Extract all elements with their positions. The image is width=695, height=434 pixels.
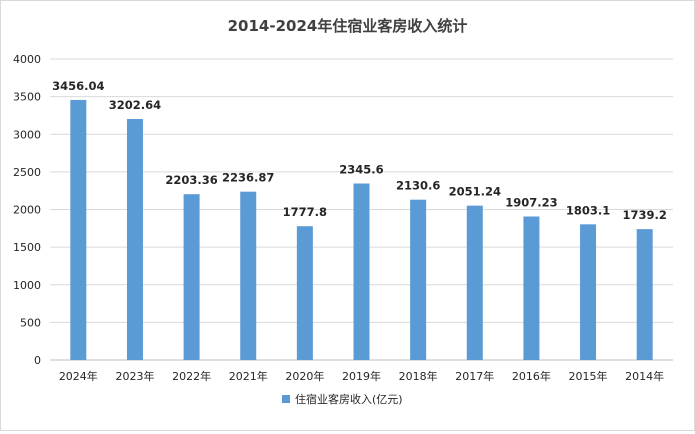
bar <box>183 194 200 360</box>
x-axis-ticks: 2024年 2023年 2022年 2021年 2020年 2019年 2018年 2017年… <box>59 369 664 383</box>
data-labels: 3456.04 3202.64 2203.36 2236.87 1777.8 2345.6… <box>52 79 667 222</box>
legend-label: 住宿业客房收入(亿元) <box>295 392 403 406</box>
x-tick-label: 2020年 <box>285 369 324 383</box>
legend-swatch <box>282 395 290 403</box>
data-label: 1907.23 <box>505 195 557 209</box>
data-label: 1803.1 <box>566 203 610 217</box>
y-tick-label: 3000 <box>13 128 41 141</box>
bars <box>70 99 653 361</box>
x-tick-label: 2021年 <box>229 369 268 383</box>
y-tick-label: 0 <box>34 354 41 367</box>
y-tick-label: 500 <box>20 316 41 329</box>
bar <box>126 119 143 360</box>
bar <box>523 216 540 360</box>
y-tick-label: 1000 <box>13 279 41 292</box>
x-tick-label: 2018年 <box>399 369 438 383</box>
y-tick-label: 4000 <box>13 53 41 66</box>
data-label: 2051.24 <box>449 185 501 199</box>
data-label: 2236.87 <box>222 171 274 185</box>
bar <box>466 205 483 360</box>
data-label: 2203.36 <box>165 173 217 187</box>
x-tick-label: 2022年 <box>172 369 211 383</box>
x-tick-label: 2024年 <box>59 369 98 383</box>
bar <box>410 199 427 360</box>
x-tick-label: 2023年 <box>115 369 154 383</box>
data-label: 1739.2 <box>622 208 666 222</box>
x-tick-label: 2015年 <box>569 369 608 383</box>
bar <box>296 226 313 360</box>
data-label: 3202.64 <box>109 98 161 112</box>
x-tick-label: 2014年 <box>625 369 664 383</box>
legend: 住宿业客房收入(亿元) <box>282 392 403 406</box>
x-tick-label: 2017年 <box>455 369 494 383</box>
y-tick-label: 3500 <box>13 91 41 104</box>
data-label: 3456.04 <box>52 79 104 93</box>
y-tick-label: 1500 <box>13 241 41 254</box>
bar <box>240 191 257 360</box>
data-label: 1777.8 <box>283 205 327 219</box>
bar <box>70 99 87 361</box>
data-label: 2130.6 <box>396 179 440 193</box>
bar <box>636 229 653 360</box>
data-label: 2345.6 <box>339 162 383 176</box>
y-tick-label: 2500 <box>13 166 41 179</box>
bar <box>580 224 597 360</box>
x-tick-label: 2019年 <box>342 369 381 383</box>
x-tick-label: 2016年 <box>512 369 551 383</box>
y-tick-label: 2000 <box>13 204 41 217</box>
chart-title: 2014-2024年住宿业客房收入统计 <box>228 17 468 35</box>
bar <box>353 183 370 360</box>
y-axis-ticks: 0 500 1000 1500 2000 2500 3000 3500 4000 <box>13 53 41 367</box>
